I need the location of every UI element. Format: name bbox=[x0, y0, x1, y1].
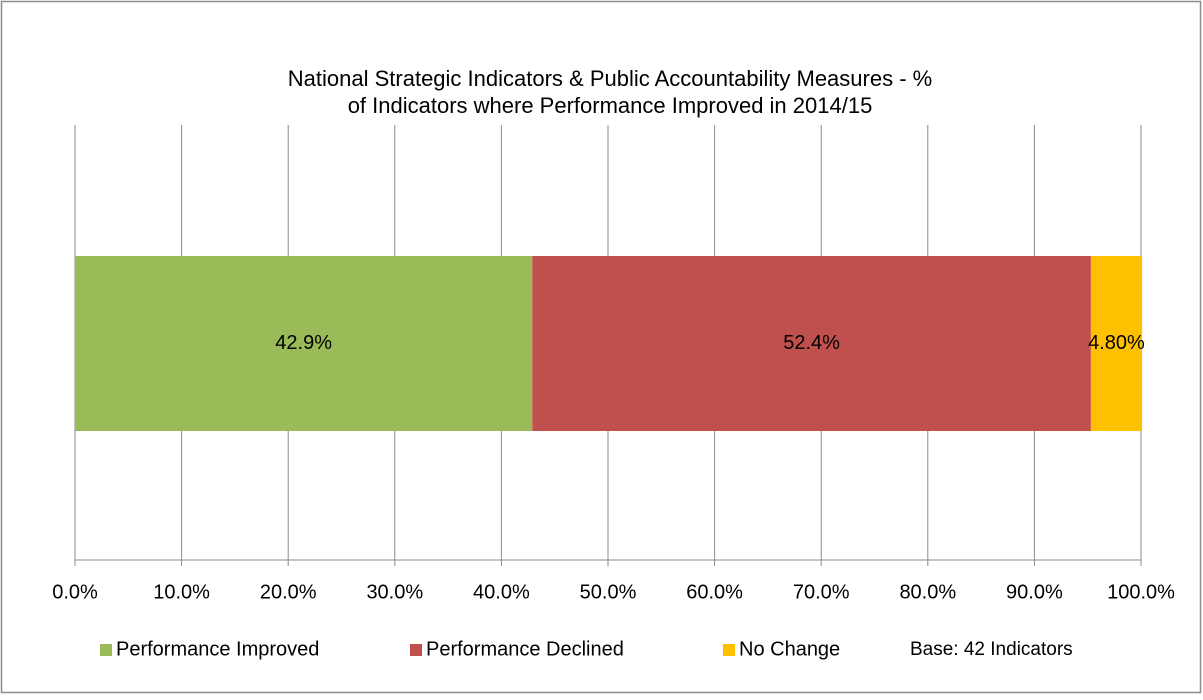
x-tick-label: 100.0% bbox=[1107, 581, 1175, 603]
legend-label: Performance Improved bbox=[116, 638, 319, 660]
x-tick-label: 20.0% bbox=[260, 581, 317, 603]
x-tick-label: 30.0% bbox=[366, 581, 423, 603]
data-label: 42.9% bbox=[275, 332, 332, 354]
legend-label: No Change bbox=[739, 638, 840, 660]
legend-label: Performance Declined bbox=[426, 638, 624, 660]
legend-swatch bbox=[100, 644, 112, 656]
x-tick-label: 50.0% bbox=[580, 581, 637, 603]
bar-segment bbox=[1090, 256, 1143, 431]
x-tick-label: 70.0% bbox=[793, 581, 850, 603]
chart-title: of Indicators where Performance Improved… bbox=[348, 93, 873, 118]
x-tick-label: 10.0% bbox=[153, 581, 210, 603]
annotation: Base: 42 Indicators bbox=[910, 639, 1073, 660]
x-tick-label: 90.0% bbox=[1006, 581, 1063, 603]
legend-swatch bbox=[410, 644, 422, 656]
x-tick-label: 40.0% bbox=[473, 581, 530, 603]
data-label: 4.80% bbox=[1088, 332, 1145, 354]
bar-segment bbox=[532, 256, 1091, 431]
x-tick-label: 80.0% bbox=[899, 581, 956, 603]
chart-title: National Strategic Indicators & Public A… bbox=[288, 66, 932, 91]
data-label: 52.4% bbox=[783, 332, 840, 354]
x-tick-label: 60.0% bbox=[686, 581, 743, 603]
legend-swatch bbox=[723, 644, 735, 656]
bar-segment bbox=[75, 256, 533, 431]
x-tick-label: 0.0% bbox=[52, 581, 98, 603]
